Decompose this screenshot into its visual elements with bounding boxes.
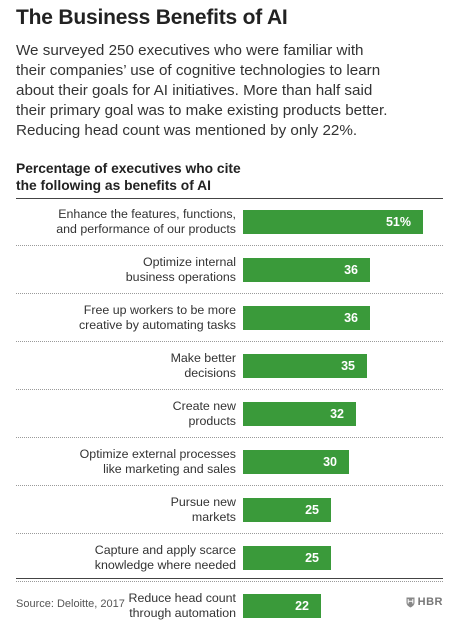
chart-row: Reduce head count through automation 22 (16, 582, 443, 630)
category-label: Free up workers to be more creative by au… (26, 303, 236, 333)
data-label: 36 (344, 263, 358, 277)
data-label: 25 (305, 503, 319, 517)
data-label: 25 (305, 551, 319, 565)
bar-chart: Enhance the features, functions, and perf… (16, 198, 443, 630)
category-label-line: business operations (125, 269, 236, 284)
chart-subtitle-line: the following as benefits of AI (16, 178, 211, 193)
category-label-line: markets (191, 509, 236, 524)
bar: 30 (243, 450, 349, 474)
chart-row: Optimize internal business operations 36 (16, 246, 443, 294)
bottom-rule (16, 578, 443, 579)
chart-row: Make better decisions 35 (16, 342, 443, 390)
category-label: Optimize internal business operations (26, 255, 236, 285)
category-label: Enhance the features, functions, and perf… (26, 207, 236, 237)
category-label-line: Capture and apply scarce (94, 542, 236, 557)
data-label: 32 (330, 407, 344, 421)
category-label-line: like marketing and sales (103, 461, 236, 476)
intro-text: We surveyed 250 executives who were fami… (16, 41, 448, 141)
chart-row: Capture and apply scarce knowledge where … (16, 534, 443, 582)
chart-row: Pursue new markets 25 (16, 486, 443, 534)
category-label-line: Optimize internal (143, 254, 236, 269)
chart-subtitle: Percentage of executives who cite the fo… (16, 160, 241, 194)
category-label-line: Pursue new (170, 494, 236, 509)
category-label-line: Reduce head count (128, 591, 236, 605)
intro-line: about their goals for AI initiatives. Mo… (16, 82, 373, 99)
source-note: Source: Deloitte, 2017 (16, 598, 125, 610)
brand-logo: HBR (406, 596, 443, 608)
category-label-line: Create new (172, 398, 236, 413)
category-label: Make better decisions (26, 351, 236, 381)
category-label-line: and performance of our products (56, 221, 236, 236)
chart-row: Enhance the features, functions, and perf… (16, 198, 443, 246)
bar: 25 (243, 546, 331, 570)
chart-row: Create new products 32 (16, 390, 443, 438)
category-label-line: through automation (129, 606, 236, 620)
intro-line: Reducing head count was mentioned by onl… (16, 122, 358, 139)
data-label: 36 (344, 311, 358, 325)
category-label: Reduce head count through automation (26, 591, 236, 621)
chart-title-main: The Business Benefits of AI (16, 6, 288, 29)
category-label: Pursue new markets (26, 495, 236, 525)
data-label: 51% (385, 215, 411, 229)
bar: 25 (243, 498, 331, 522)
intro-line: their companies’ use of cognitive techno… (16, 62, 381, 79)
category-label-line: Enhance the features, functions, (58, 206, 236, 221)
category-label: Create new products (26, 399, 236, 429)
chart-row: Free up workers to be more creative by au… (16, 294, 443, 342)
category-label: Optimize external processes like marketin… (26, 447, 236, 477)
category-label-line: Make better (170, 350, 236, 365)
category-label: Capture and apply scarce knowledge where … (26, 543, 236, 573)
bar: 51% (243, 210, 423, 234)
bar: 32 (243, 402, 356, 426)
intro-line: their primary goal was to make existing … (16, 102, 388, 119)
bar: 35 (243, 354, 367, 378)
intro-line: We surveyed 250 executives who were fami… (16, 42, 364, 59)
category-label-line: Free up workers to be more (83, 302, 236, 317)
bar: 36 (243, 258, 370, 282)
bar: 36 (243, 306, 370, 330)
shield-icon (406, 597, 415, 607)
data-label: 22 (295, 599, 309, 613)
category-label-line: products (188, 413, 236, 428)
category-label-line: Optimize external processes (79, 446, 236, 461)
data-label: 30 (323, 455, 337, 469)
top-rule (16, 198, 443, 199)
chart-row: Optimize external processes like marketin… (16, 438, 443, 486)
category-label-line: creative by automating tasks (78, 317, 236, 332)
brand-text: HBR (417, 596, 443, 608)
chart-subtitle-line: Percentage of executives who cite (16, 161, 241, 176)
bar: 22 (243, 594, 321, 618)
category-label-line: knowledge where needed (94, 557, 236, 572)
category-label-line: decisions (184, 365, 236, 380)
data-label: 35 (341, 359, 355, 373)
